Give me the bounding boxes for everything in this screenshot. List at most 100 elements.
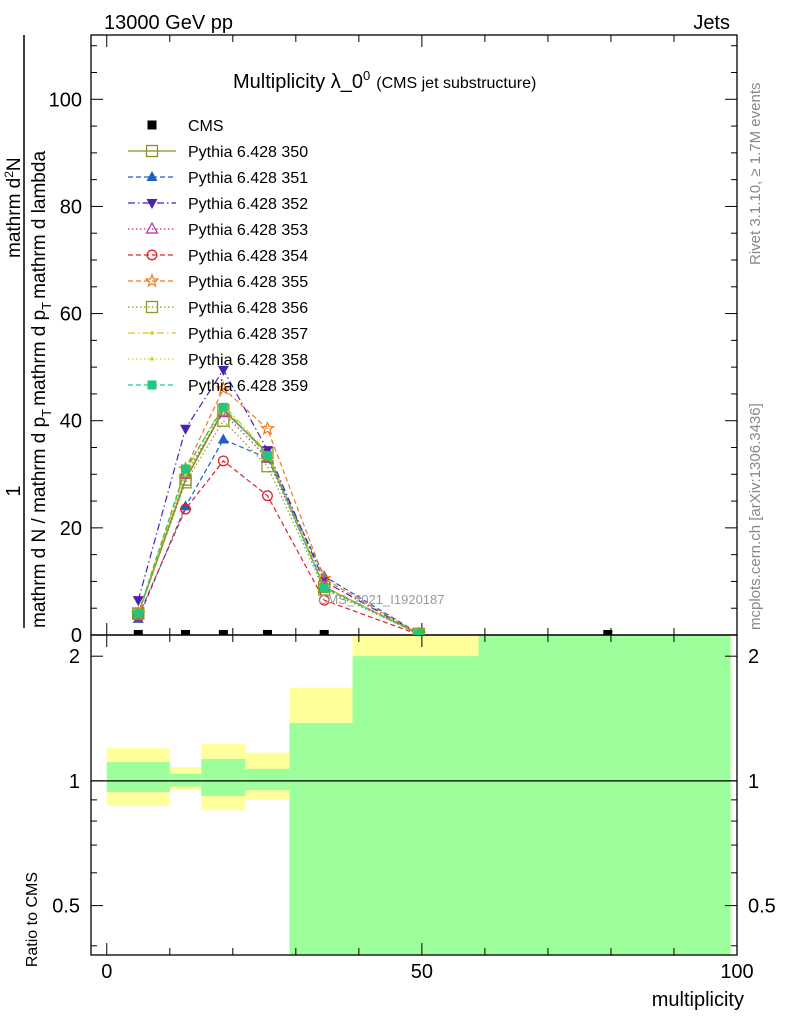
data-point-7-1 xyxy=(179,476,192,489)
legend-entry-1: Pythia 6.428 350 xyxy=(128,144,308,161)
data-point-5-3 xyxy=(262,490,273,502)
ratio-y-tick-label-right: 2 xyxy=(748,646,759,668)
y-axis-label: 1 mathrm d N / mathrm d pTmathrm d pTmat… xyxy=(2,35,54,628)
data-point-6-3 xyxy=(260,420,276,436)
data-point-7-5 xyxy=(412,627,425,635)
legend-label-10: Pythia 6.428 359 xyxy=(188,378,308,395)
ratio-y-tick-label-right: 1 xyxy=(748,771,759,793)
x-tick-labels: 0 50 100 xyxy=(101,961,753,983)
legend-marker-5 xyxy=(146,249,158,261)
ratio-y-label: Ratio to CMS xyxy=(24,872,41,967)
ratio-y-tick-label-left: 0.5 xyxy=(52,896,80,918)
data-point-10-2 xyxy=(218,402,228,412)
ratio-band-inner-6 xyxy=(478,635,731,955)
data-point-cms-4 xyxy=(319,629,329,635)
data-point-cms-1 xyxy=(181,629,191,635)
y-label-top: mathrm d2N xyxy=(2,157,25,258)
legend-entry-5: Pythia 6.428 354 xyxy=(128,248,308,265)
series-5 xyxy=(132,455,425,635)
y-tick-label: 20 xyxy=(60,518,82,540)
ratio-y-tick-label-left: 1 xyxy=(69,771,80,793)
data-point-10-4 xyxy=(319,583,329,593)
legend-entry-8: Pythia 6.428 357 xyxy=(128,326,308,343)
chart-title: Multiplicity λ_00 (CMS jet substructure) xyxy=(233,68,536,93)
data-point-10-0 xyxy=(133,609,143,619)
data-point-3-2 xyxy=(217,365,229,376)
series-line-3 xyxy=(137,368,419,635)
series-line-5 xyxy=(137,460,419,635)
legend-label-1: Pythia 6.428 350 xyxy=(188,144,308,161)
ratio-band-inner-3 xyxy=(245,768,290,791)
data-point-cms-0 xyxy=(133,629,143,635)
data-point-5-1 xyxy=(180,503,191,515)
data-point-cms-3 xyxy=(262,629,272,635)
data-point-10-1 xyxy=(181,464,191,474)
legend-entry-6: Pythia 6.428 355 xyxy=(128,273,308,291)
ratio-band-inner-0 xyxy=(106,762,170,793)
data-point-2-2 xyxy=(217,433,229,444)
ratio-y-tick-label-right: 0.5 xyxy=(748,896,776,918)
data-point-cms-2 xyxy=(218,629,228,635)
y-label-numerator: 1 xyxy=(3,485,25,496)
ratio-band-inner-4 xyxy=(289,722,353,955)
legend-entry-10: Pythia 6.428 359 xyxy=(128,378,308,395)
ratio-y-tick-label-left: 2 xyxy=(69,646,80,668)
data-point-2-1 xyxy=(180,500,192,511)
data-point-7-0 xyxy=(132,607,145,620)
data-point-10-3 xyxy=(262,451,272,461)
legend-marker-1 xyxy=(145,144,159,158)
legend-marker-7 xyxy=(145,300,159,314)
x-tick-label: 100 xyxy=(720,961,753,983)
series-line-10 xyxy=(137,406,419,635)
data-point-10-5 xyxy=(414,629,424,635)
analysis-watermark: CMS_2021_I1920187 xyxy=(318,592,445,607)
lower-y-tick-labels: 0.5 0.5 1 1 2 2 xyxy=(52,646,776,917)
data-point-6-2 xyxy=(215,380,231,396)
legend-label-5: Pythia 6.428 354 xyxy=(188,248,308,265)
series-10 xyxy=(133,402,424,635)
series-line-2 xyxy=(137,438,420,634)
data-point-7-2 xyxy=(217,414,230,427)
ratio-band-inner-1 xyxy=(169,773,202,787)
y-tick-label: 0 xyxy=(71,625,82,647)
series-0 xyxy=(133,629,613,635)
legend-entry-0: CMS xyxy=(147,118,224,135)
legend: CMS Pythia 6.428 350 Pythia 6.428 351 Pythi… xyxy=(128,118,308,395)
legend-marker-8 xyxy=(150,331,154,335)
legend-marker-3 xyxy=(146,199,158,209)
ratio-band-inner-5 xyxy=(352,656,479,955)
series-line-7 xyxy=(137,419,419,635)
data-point-5-2 xyxy=(217,455,229,467)
series-line-8 xyxy=(137,403,419,635)
y-label-denominator: mathrm d N / mathrm d pTmathrm d pTmathr… xyxy=(29,151,54,628)
legend-entry-4: Pythia 6.428 353 xyxy=(128,221,308,239)
legend-marker-9 xyxy=(150,357,154,361)
series-group xyxy=(130,365,613,635)
legend-marker-2 xyxy=(146,171,158,181)
header-left: 13000 GeV pp xyxy=(104,12,233,34)
legend-label-3: Pythia 6.428 352 xyxy=(188,196,308,213)
x-tick-label: 50 xyxy=(411,961,433,983)
ratio-band-inner-2 xyxy=(201,758,246,796)
legend-label-0: CMS xyxy=(188,118,224,135)
legend-entry-7: Pythia 6.428 356 xyxy=(128,300,308,317)
legend-label-9: Pythia 6.428 358 xyxy=(188,352,308,369)
legend-label-6: Pythia 6.428 355 xyxy=(188,274,308,291)
legend-entry-2: Pythia 6.428 351 xyxy=(128,170,308,187)
legend-marker-0 xyxy=(147,120,157,130)
legend-label-7: Pythia 6.428 356 xyxy=(188,300,308,317)
mcplots-label: mcplots.cern.ch [arXiv:1306.3436] xyxy=(747,403,764,630)
legend-entry-3: Pythia 6.428 352 xyxy=(128,196,308,213)
header-right: Jets xyxy=(693,12,730,34)
legend-marker-6 xyxy=(144,273,160,288)
ratio-bands xyxy=(106,635,731,955)
y-tick-label: 40 xyxy=(60,411,82,433)
x-tick-label: 0 xyxy=(101,961,112,983)
y-tick-label: 100 xyxy=(49,89,82,111)
legend-entry-9: Pythia 6.428 358 xyxy=(128,352,308,369)
data-point-3-1 xyxy=(180,424,192,435)
legend-marker-4 xyxy=(145,221,159,234)
legend-label-4: Pythia 6.428 353 xyxy=(188,222,308,239)
x-axis-label: multiplicity xyxy=(652,989,744,1011)
